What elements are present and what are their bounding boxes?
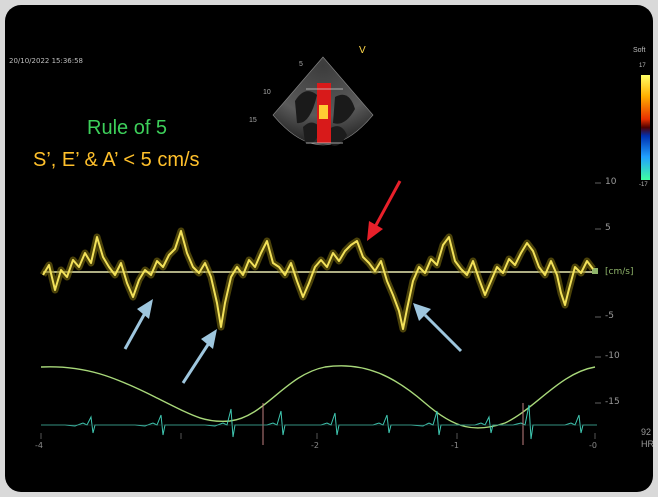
inset-depth-10: 10 bbox=[263, 89, 271, 96]
inset-depth-5: 5 bbox=[299, 61, 303, 68]
scale-label-neg10: -10 bbox=[605, 351, 620, 361]
heart-rate-value: 92 bbox=[641, 427, 652, 437]
time-label-4: -4 bbox=[35, 441, 43, 450]
time-label-0: -0 bbox=[589, 441, 597, 450]
respiratory-trace bbox=[40, 365, 596, 429]
arrow-blue-e-wave-2 bbox=[413, 303, 463, 353]
velocity-unit-label: [cm/s] bbox=[605, 267, 634, 277]
inset-sector-image bbox=[272, 56, 374, 146]
ecg-trace bbox=[41, 404, 597, 440]
colorbar-bottom-label: -17 bbox=[639, 182, 648, 188]
rule-subtitle: S’, E’ & A’ < 5 cm/s bbox=[33, 149, 200, 171]
rule-title: Rule of 5 bbox=[87, 117, 168, 139]
heart-rate-label: HR bbox=[641, 439, 653, 449]
arrow-red-s-wave bbox=[367, 180, 402, 241]
colorbar-label: Soft bbox=[633, 47, 646, 54]
tissue-doppler-trace bbox=[39, 227, 596, 333]
time-label-1: -1 bbox=[451, 441, 459, 450]
doppler-trace-panel bbox=[39, 180, 601, 445]
echo-image-frame: 20/10/2022 15:36:58 V 5 10 15 Rule of 5 … bbox=[5, 5, 653, 492]
inset-v-label: V bbox=[359, 45, 366, 56]
scale-label-5: 5 bbox=[605, 223, 611, 233]
velocity-colorbar bbox=[641, 75, 650, 180]
timestamp: 20/10/2022 15:36:58 bbox=[9, 57, 84, 65]
scale-label-neg5: -5 bbox=[605, 311, 614, 321]
inset-depth-15: 15 bbox=[249, 117, 257, 124]
arrow-blue-a-wave bbox=[181, 329, 217, 384]
time-label-2: -2 bbox=[311, 441, 319, 450]
scale-label-neg15: -15 bbox=[605, 397, 620, 407]
arrow-blue-e-wave-1 bbox=[123, 299, 153, 350]
colorbar-top-label: 17 bbox=[639, 63, 646, 69]
scale-label-10: 10 bbox=[605, 177, 617, 187]
